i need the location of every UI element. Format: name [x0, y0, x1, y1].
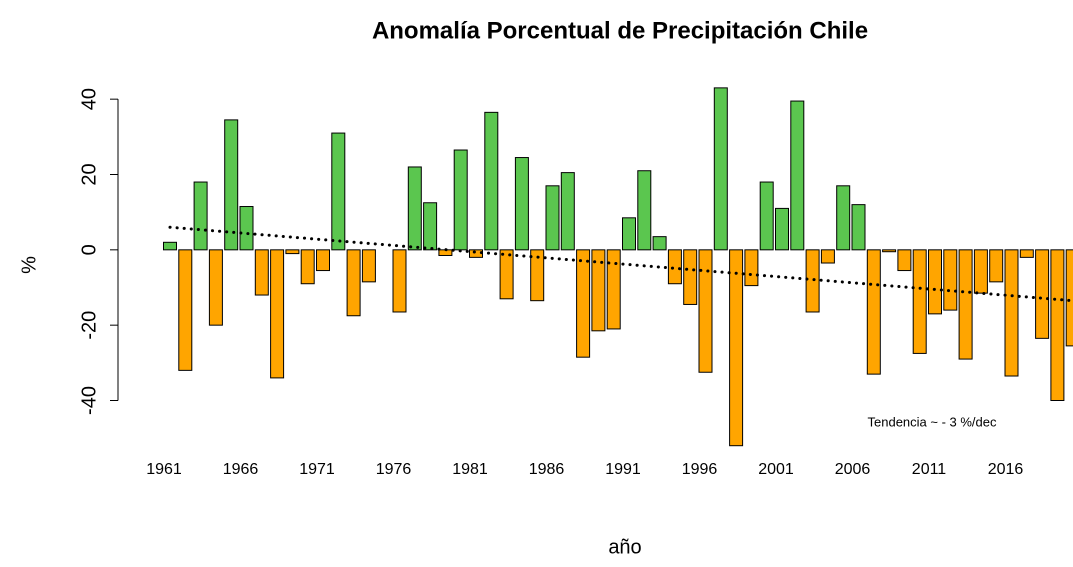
bar: [759, 181, 774, 251]
bar: [1065, 249, 1073, 347]
bar: [316, 249, 330, 272]
x-tick-label: 1986: [529, 461, 565, 478]
bar: [392, 249, 407, 313]
x-tick-label: 1961: [146, 461, 182, 478]
bar: [729, 249, 744, 447]
bar: [866, 249, 881, 375]
y-tick-label: -20: [78, 311, 100, 340]
x-tick-label: 1996: [682, 461, 718, 478]
bar: [790, 100, 805, 251]
bar: [423, 202, 438, 251]
bar: [560, 172, 575, 251]
bar: [973, 249, 988, 294]
bar: [683, 249, 698, 305]
y-axis-label: %: [18, 256, 40, 274]
x-tick-label: 1966: [223, 461, 259, 478]
bar: [912, 249, 927, 354]
bar: [958, 249, 973, 360]
bar: [698, 249, 713, 373]
bar: [224, 119, 239, 251]
bar: [361, 249, 376, 283]
x-tick-label: 2011: [912, 461, 947, 478]
x-axis-label: año: [608, 536, 641, 558]
bar: [1035, 249, 1050, 339]
bar: [270, 249, 285, 379]
bar: [178, 249, 193, 371]
bar: [499, 249, 514, 300]
y-tick-label: 40: [78, 88, 100, 110]
annotation: Tendencia ~ - 3 %/dec: [868, 414, 997, 429]
bar: [820, 249, 835, 264]
bar: [576, 249, 591, 358]
bar: [775, 207, 789, 251]
bar: [530, 249, 545, 302]
bar: [193, 181, 208, 251]
bar: [713, 87, 728, 251]
chart-title: Anomalía Porcentual de Precipitación Chi…: [372, 17, 868, 44]
bar: [1050, 249, 1065, 401]
x-tick-label: 1991: [605, 461, 641, 478]
bar: [637, 170, 652, 251]
bar: [300, 249, 315, 285]
x-tick-label: 1971: [299, 461, 335, 478]
bar: [1004, 249, 1019, 377]
bar: [514, 157, 529, 251]
bar: [254, 249, 269, 296]
bar: [622, 217, 636, 251]
bar: [208, 249, 223, 326]
y-tick-label: -40: [78, 386, 100, 415]
bar: [331, 132, 346, 251]
x-tick-label: 2001: [758, 461, 794, 478]
bar: [897, 249, 912, 272]
bar: [882, 249, 897, 253]
bar: [606, 249, 621, 330]
bar: [346, 249, 361, 317]
bar: [805, 249, 820, 313]
bar: [989, 249, 1004, 283]
y-tick-label: 20: [78, 163, 100, 185]
bar: [453, 149, 468, 251]
bar: [836, 185, 851, 251]
bar: [943, 249, 958, 311]
bar: [407, 166, 422, 251]
bar: [163, 241, 177, 251]
bar: [667, 249, 682, 285]
bar: [484, 111, 499, 251]
x-tick-label: 2006: [835, 461, 871, 478]
bar: [1019, 249, 1034, 258]
bar: [652, 236, 667, 251]
bar: [744, 249, 759, 287]
x-tick-label: 2016: [988, 461, 1024, 478]
bar: [545, 185, 560, 251]
bar: [928, 249, 942, 315]
bar: [285, 249, 300, 255]
bar: [851, 204, 866, 251]
bar: [591, 249, 606, 332]
x-tick-label: 1981: [452, 461, 488, 478]
bar: [239, 206, 254, 251]
y-tick-label: 0: [78, 244, 100, 255]
x-tick-label: 1976: [376, 461, 412, 478]
